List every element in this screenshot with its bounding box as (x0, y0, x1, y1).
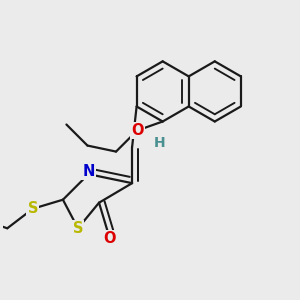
Text: N: N (82, 164, 95, 178)
Text: S: S (73, 221, 83, 236)
Text: H: H (153, 136, 165, 150)
Text: O: O (131, 123, 143, 138)
Text: S: S (28, 201, 38, 216)
Text: O: O (103, 231, 116, 246)
